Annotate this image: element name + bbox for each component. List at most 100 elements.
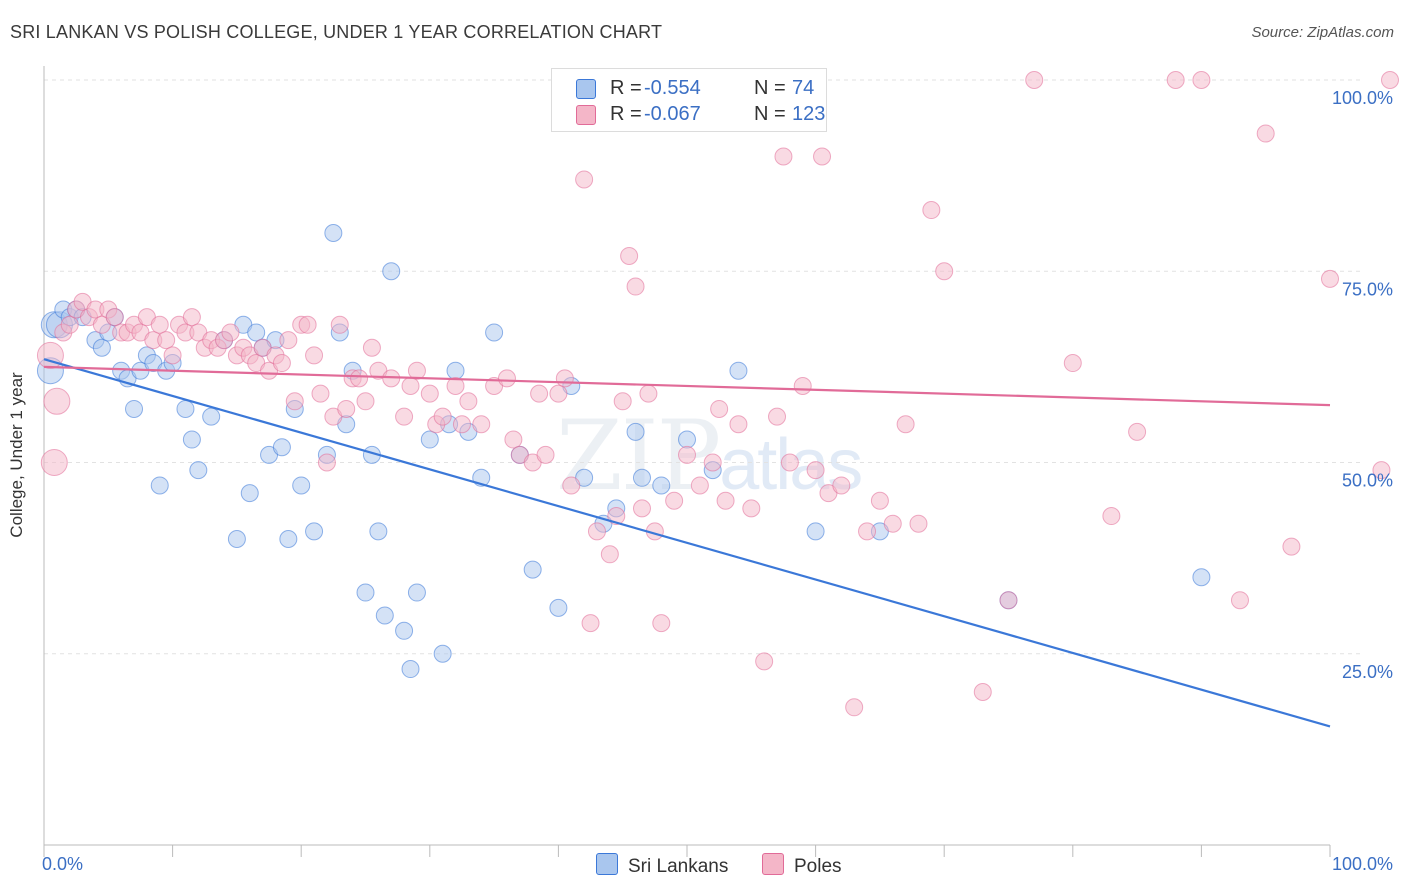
point-poles (356, 392, 375, 411)
grid (44, 79, 1360, 655)
point-sri-lankans (375, 606, 394, 625)
point-poles (60, 315, 79, 334)
point-poles (420, 384, 439, 403)
legend-swatch-sri-lankans (576, 79, 596, 99)
x-tick-label: 0.0% (42, 854, 83, 874)
point-poles (157, 331, 176, 350)
point-poles (678, 445, 696, 464)
point-poles (626, 277, 645, 296)
point-sri-lankans (279, 530, 298, 548)
point-poles (330, 315, 349, 334)
legend-item-sri-lankans[interactable]: Sri Lankans (596, 853, 728, 878)
point-sri-lankans (652, 476, 671, 495)
point-poles (613, 392, 632, 411)
point-poles (446, 377, 465, 395)
trend-lines (43, 358, 1331, 728)
point-poles (497, 369, 516, 388)
point-poles (832, 476, 851, 495)
point-sri-lankans (272, 438, 291, 457)
n-value: 74 (792, 77, 815, 99)
point-sri-lankans (433, 644, 452, 663)
point-sri-lankans (305, 522, 324, 541)
point-poles (536, 445, 555, 464)
point-poles (581, 614, 600, 633)
point-poles (298, 315, 317, 334)
r-label: R = (610, 77, 642, 99)
point-poles (909, 514, 928, 533)
point-poles (1321, 269, 1339, 288)
point-sri-lankans (240, 484, 259, 503)
point-poles (774, 147, 793, 166)
point-poles (710, 399, 729, 418)
tick-labels: 25.0% 50.0% 75.0% 100.0% 0.0% 100.0% (42, 88, 1393, 874)
point-poles (858, 522, 877, 541)
point-sri-lankans (292, 476, 311, 495)
point-poles (43, 387, 71, 415)
point-sri-lankans (446, 361, 465, 380)
legend-item-poles[interactable]: Poles (762, 853, 842, 878)
point-poles (1282, 537, 1301, 556)
point-poles (163, 346, 182, 365)
point-poles (317, 453, 336, 472)
point-poles (600, 545, 619, 564)
point-sri-lankans (1192, 568, 1211, 587)
point-sri-lankans (523, 560, 542, 579)
point-poles (407, 361, 426, 380)
point-poles (530, 384, 549, 403)
point-poles (742, 499, 761, 518)
watermark: ZIPatlas (556, 400, 863, 512)
point-poles (504, 430, 523, 449)
point-poles (1025, 71, 1044, 89)
source-label: Source: ZipAtlas.com (1251, 24, 1394, 41)
point-poles (150, 315, 169, 334)
point-poles (793, 377, 812, 395)
point-poles (755, 652, 774, 671)
point-poles (922, 201, 941, 220)
point-poles (459, 392, 478, 411)
y-tick-label: 100.0% (1332, 88, 1393, 108)
point-poles (395, 407, 414, 426)
point-poles (362, 338, 381, 357)
point-poles (870, 491, 889, 510)
point-poles (1192, 71, 1211, 89)
point-poles (433, 407, 452, 426)
point-poles (896, 415, 915, 434)
trend-line-sri-lankans (43, 358, 1331, 728)
point-sri-lankans (729, 361, 748, 380)
point-poles (1230, 591, 1249, 610)
point-poles (272, 354, 291, 373)
point-sri-lankans (407, 583, 426, 602)
legend-swatch-sri-lankans (596, 853, 618, 875)
point-poles (632, 499, 651, 518)
point-sri-lankans (227, 530, 246, 548)
point-sri-lankans (125, 399, 144, 418)
r-value: -0.554 (644, 77, 701, 99)
point-poles (703, 453, 722, 472)
point-poles (40, 449, 68, 476)
point-poles (806, 461, 825, 480)
point-poles (780, 453, 799, 472)
point-poles (935, 262, 954, 281)
r-value: -0.067 (644, 103, 701, 125)
r-label: R = (610, 103, 642, 125)
point-poles (562, 476, 581, 495)
trend-line-poles (43, 365, 1331, 407)
correlation-legend: R = -0.554 N = 74 R = -0.067 N = 123 (551, 68, 827, 132)
point-poles (652, 614, 671, 633)
point-poles (285, 392, 304, 411)
point-sri-lankans (678, 430, 696, 449)
legend-swatch-poles (576, 105, 596, 125)
point-poles (350, 369, 369, 388)
n-label: N = (754, 77, 786, 99)
point-poles (221, 323, 240, 342)
point-sri-lankans (382, 262, 401, 281)
point-sri-lankans (395, 621, 414, 640)
point-sri-lankans (626, 422, 645, 441)
point-sri-lankans (806, 522, 825, 541)
point-poles (549, 384, 568, 403)
point-sri-lankans (182, 430, 201, 449)
point-poles (305, 346, 324, 365)
point-sri-lankans (356, 583, 375, 602)
point-poles (1063, 354, 1082, 373)
